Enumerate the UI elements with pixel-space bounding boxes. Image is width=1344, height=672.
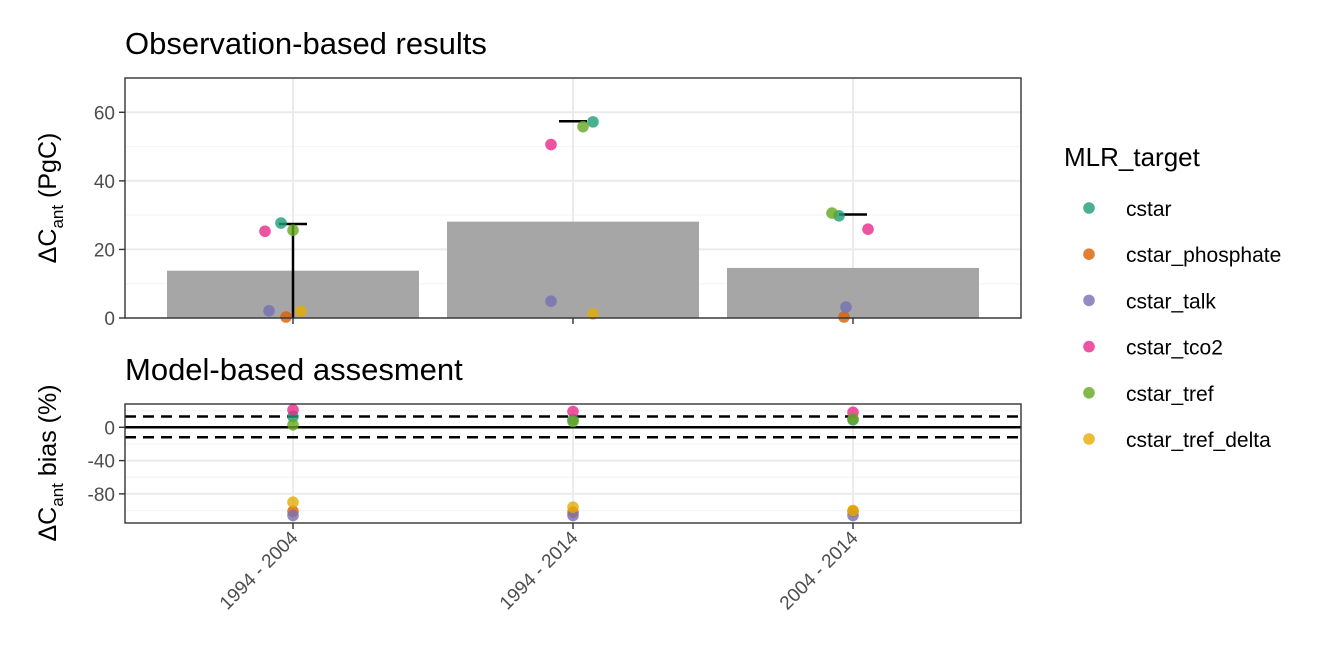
bias-point-cstar_tref_delta [567, 501, 579, 513]
top-y-tick-label: 60 [94, 103, 115, 124]
bias-point-cstar_tco2 [287, 404, 299, 416]
point-cstar_tref_delta [295, 305, 307, 317]
point-cstar_tref [826, 207, 838, 219]
legend-key-cstar_tco2 [1083, 340, 1095, 353]
top-points [259, 116, 874, 323]
legend-label: cstar_tref_delta [1126, 429, 1271, 452]
point-cstar_tref_delta [587, 308, 599, 320]
top-bars [167, 221, 979, 318]
observation-panel: Observation-based results 0 20 40 60 ΔCant … [34, 26, 1022, 330]
top-y-tick-label: 20 [94, 240, 115, 261]
legend: MLR_target cstar cstar_phosphate cstar_tal… [1064, 142, 1281, 452]
bottom-y-tick-label: -40 [88, 452, 115, 473]
bias-point-cstar_tref [847, 413, 859, 425]
point-cstar_phosphate [838, 311, 850, 323]
panel-title-observation: Observation-based results [125, 26, 487, 61]
x-category-label: 2004 - 2014 [776, 527, 863, 614]
point-cstar_tco2 [259, 225, 271, 238]
legend-key-cstar_talk [1083, 294, 1095, 307]
x-category-label: 1994 - 2004 [216, 527, 303, 614]
point-cstar_phosphate [280, 311, 292, 323]
bias-point-cstar_tref [567, 415, 579, 428]
bottom-x-ticks: 1994 - 2004 1994 - 2014 2004 - 2014 [216, 523, 863, 614]
point-cstar_talk [840, 301, 852, 313]
legend-key-cstar [1083, 202, 1095, 214]
bias-point-cstar_tref_delta [847, 504, 859, 517]
bottom-reference-lines [125, 415, 1021, 439]
point-cstar_talk [263, 305, 275, 317]
bias-point-cstar_tref [287, 419, 299, 431]
legend-label: cstar_phosphate [1126, 244, 1281, 267]
point-cstar_tco2 [545, 138, 557, 151]
panel-title-model: Model-based assesment [125, 352, 463, 387]
legend-title: MLR_target [1064, 142, 1201, 172]
bar-1 [447, 221, 699, 318]
point-cstar [275, 217, 287, 229]
bottom-y-axis-label: ΔCant bias (%) [34, 384, 67, 541]
legend-items: cstar cstar_phosphate cstar_talk cstar_tco2… [1083, 198, 1281, 452]
top-x-ticks [292, 318, 854, 324]
bottom-points [287, 404, 859, 522]
top-y-tick-label: 0 [104, 309, 115, 330]
top-y-tick-label: 40 [94, 172, 115, 193]
legend-label: cstar_tref [1126, 383, 1214, 406]
model-panel: Model-based assesment 0 -40 -80 1994 - 200… [34, 352, 1022, 614]
point-cstar [587, 116, 599, 128]
legend-label: cstar_tco2 [1126, 337, 1223, 360]
legend-key-cstar_phosphate [1083, 248, 1095, 260]
x-category-label: 1994 - 2014 [496, 527, 583, 614]
bottom-y-tick-label: -80 [88, 485, 115, 506]
legend-label: cstar_talk [1126, 290, 1216, 313]
top-y-ticks: 0 20 40 60 [94, 103, 125, 330]
bias-point-cstar_talk [287, 509, 299, 522]
point-cstar_tco2 [862, 223, 874, 235]
point-cstar_tref [577, 120, 589, 133]
point-cstar_talk [545, 295, 557, 308]
legend-key-cstar_tref [1083, 387, 1095, 399]
legend-label: cstar [1126, 198, 1172, 221]
bottom-y-tick-label: 0 [104, 418, 115, 439]
bias-point-cstar_tref_delta [287, 496, 299, 508]
point-cstar_tref [287, 224, 299, 237]
bottom-y-ticks: 0 -40 -80 [88, 418, 125, 506]
bias-point-cstar_tco2 [567, 405, 579, 418]
top-y-axis-label: ΔCant (PgC) [34, 133, 67, 264]
bias-point-cstar_talk [567, 509, 579, 522]
bar-2 [727, 267, 979, 318]
legend-key-cstar_tref_delta [1083, 433, 1095, 445]
